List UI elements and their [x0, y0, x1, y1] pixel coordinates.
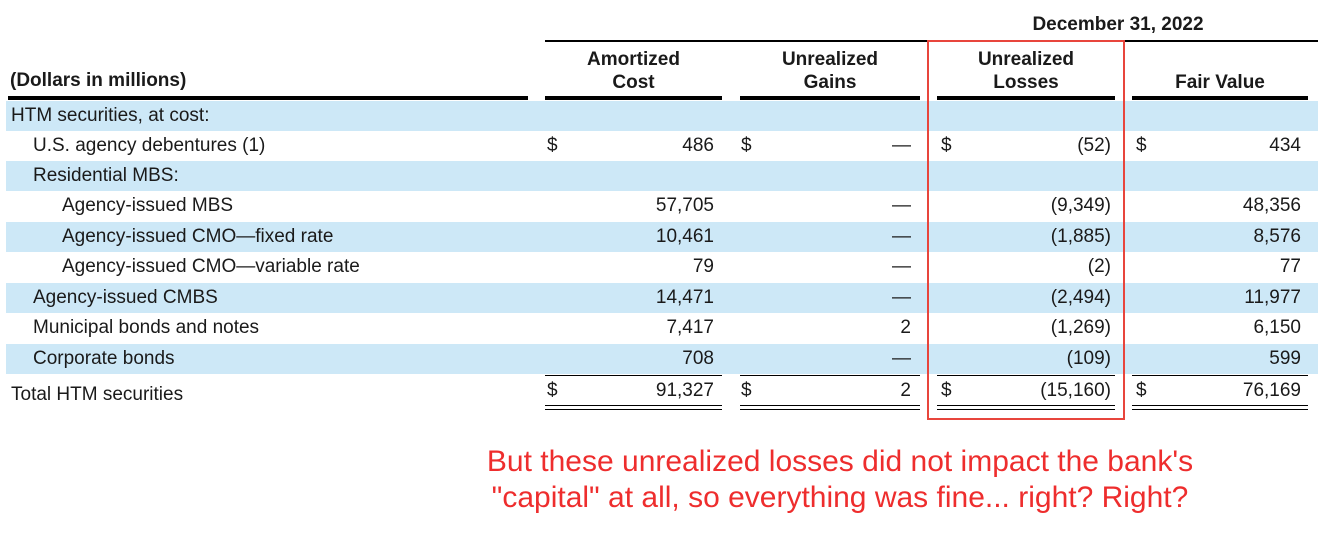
total-double-rule [740, 409, 920, 410]
unrealized-losses-value: (9,349) [1050, 195, 1111, 216]
unrealized-losses-highlight-box [927, 40, 1125, 420]
dollar-sign: $ [547, 135, 558, 156]
col-head-fair-value: Fair Value [1132, 71, 1308, 94]
subtotal-rule [740, 375, 920, 376]
total-amortized-cost: 91,327 [655, 380, 714, 401]
col-head-unrealized-losses: Unrealized Losses [937, 48, 1115, 94]
table-row: Municipal bonds and notes 7,417 2 (1,269… [6, 313, 1318, 343]
row-label: Municipal bonds and notes [33, 317, 260, 338]
amortized-cost-value: 708 [682, 348, 714, 369]
fair-value-value: 6,150 [1253, 317, 1301, 338]
total-double-rule [545, 405, 722, 406]
unrealized-gains-value: — [892, 135, 911, 156]
row-label: Agency-issued MBS [62, 195, 234, 216]
total-double-rule [740, 405, 920, 406]
amortized-cost-value: 10,461 [655, 226, 714, 247]
dollar-sign: $ [941, 135, 952, 156]
table-row: Agency-issued CMO—variable rate 79 — (2)… [6, 252, 1318, 282]
row-label: Agency-issued CMBS [33, 287, 218, 308]
subtotal-rule [937, 375, 1115, 376]
annotation-text: But these unrealized losses did not impa… [420, 444, 1260, 516]
total-unrealized-gains: 2 [900, 380, 911, 401]
amortized-cost-value: 57,705 [655, 195, 714, 216]
fair-value-value: 48,356 [1242, 195, 1301, 216]
table-row: Agency-issued MBS 57,705 — (9,349) 48,35… [6, 191, 1318, 221]
unrealized-losses-value: (109) [1066, 348, 1111, 369]
row-label: Agency-issued CMO—variable rate [62, 256, 360, 277]
unrealized-gains-value: — [892, 226, 911, 247]
header-rule-label [8, 96, 528, 100]
header-rule-unrealized-gains [740, 96, 920, 100]
unrealized-losses-value: (2) [1087, 256, 1111, 277]
unrealized-gains-value: — [892, 195, 911, 216]
col-head-unrealized-gains: Unrealized Gains [740, 48, 920, 94]
dollar-sign: $ [547, 380, 558, 401]
row-label: Residential MBS: [33, 165, 179, 186]
col-head-amortized-cost: Amortized Cost [545, 48, 722, 94]
total-double-rule [545, 409, 722, 410]
units-label: (Dollars in millions) [10, 70, 187, 91]
fair-value-value: 77 [1279, 256, 1301, 277]
amortized-cost-value: 486 [682, 135, 714, 156]
table-row: Corporate bonds 708 — (109) 599 [6, 344, 1318, 374]
total-double-rule [1132, 409, 1308, 410]
fair-value-value: 11,977 [1244, 287, 1301, 308]
col-head-unrealized-losses-line1: Unrealized [977, 49, 1075, 70]
row-label: Corporate bonds [33, 348, 175, 369]
section-label: HTM securities, at cost: [11, 105, 210, 126]
total-double-rule [937, 409, 1115, 410]
header-rule-amortized-cost [545, 96, 722, 100]
dollar-sign: $ [741, 135, 752, 156]
unrealized-gains-value: — [892, 348, 911, 369]
period-header: December 31, 2022 [1032, 14, 1204, 35]
table-row: U.S. agency debentures (1) $ 486 $ — $ (… [6, 131, 1318, 161]
amortized-cost-value: 79 [692, 256, 714, 277]
unrealized-gains-value: — [892, 256, 911, 277]
col-head-amortized-cost-line1: Amortized [587, 49, 680, 70]
unrealized-gains-value: 2 [900, 317, 911, 338]
total-fair-value: 76,169 [1242, 380, 1301, 401]
unrealized-gains-value: — [892, 287, 911, 308]
fair-value-value: 8,576 [1253, 226, 1301, 247]
row-label: Agency-issued CMO—fixed rate [62, 226, 334, 247]
col-head-unrealized-losses-line2: Losses [993, 72, 1059, 93]
dollar-sign: $ [1136, 135, 1147, 156]
header-rule-unrealized-losses [937, 96, 1115, 100]
unrealized-losses-value: (1,269) [1050, 317, 1111, 338]
annotation-line-2: "capital" at all, so everything was fine… [491, 481, 1189, 514]
dollar-sign: $ [741, 380, 752, 401]
total-unrealized-losses: (15,160) [1040, 380, 1111, 401]
amortized-cost-value: 14,471 [655, 287, 714, 308]
dollar-sign: $ [941, 380, 952, 401]
amortized-cost-value: 7,417 [666, 317, 714, 338]
subtotal-rule [545, 375, 722, 376]
dollar-sign: $ [1136, 380, 1147, 401]
total-double-rule [1132, 405, 1308, 406]
table-row: Agency-issued CMO—fixed rate 10,461 — (1… [6, 222, 1318, 252]
header-rule-fair-value [1132, 96, 1308, 100]
total-double-rule [937, 405, 1115, 406]
subtotal-rule [1132, 375, 1308, 376]
table-row: Residential MBS: [6, 161, 1318, 191]
col-head-amortized-cost-line2: Cost [612, 72, 655, 93]
fair-value-value: 599 [1269, 348, 1301, 369]
unrealized-losses-value: (2,494) [1050, 287, 1111, 308]
fair-value-value: 434 [1269, 135, 1301, 156]
annotation-line-1: But these unrealized losses did not impa… [486, 445, 1194, 478]
total-label: Total HTM securities [11, 384, 184, 405]
col-head-fair-value-line1: Fair Value [1175, 72, 1265, 93]
col-head-unrealized-gains-line1: Unrealized [781, 49, 879, 70]
table-row-total: Total HTM securities $ 91,327 $ 2 $ (15,… [6, 380, 1318, 410]
unrealized-losses-value: (52) [1077, 135, 1111, 156]
col-head-unrealized-gains-line2: Gains [803, 72, 857, 93]
unrealized-losses-value: (1,885) [1050, 226, 1111, 247]
table-row-section: HTM securities, at cost: [6, 101, 1318, 131]
row-label: U.S. agency debentures (1) [33, 135, 266, 156]
table-row: Agency-issued CMBS 14,471 — (2,494) 11,9… [6, 283, 1318, 313]
